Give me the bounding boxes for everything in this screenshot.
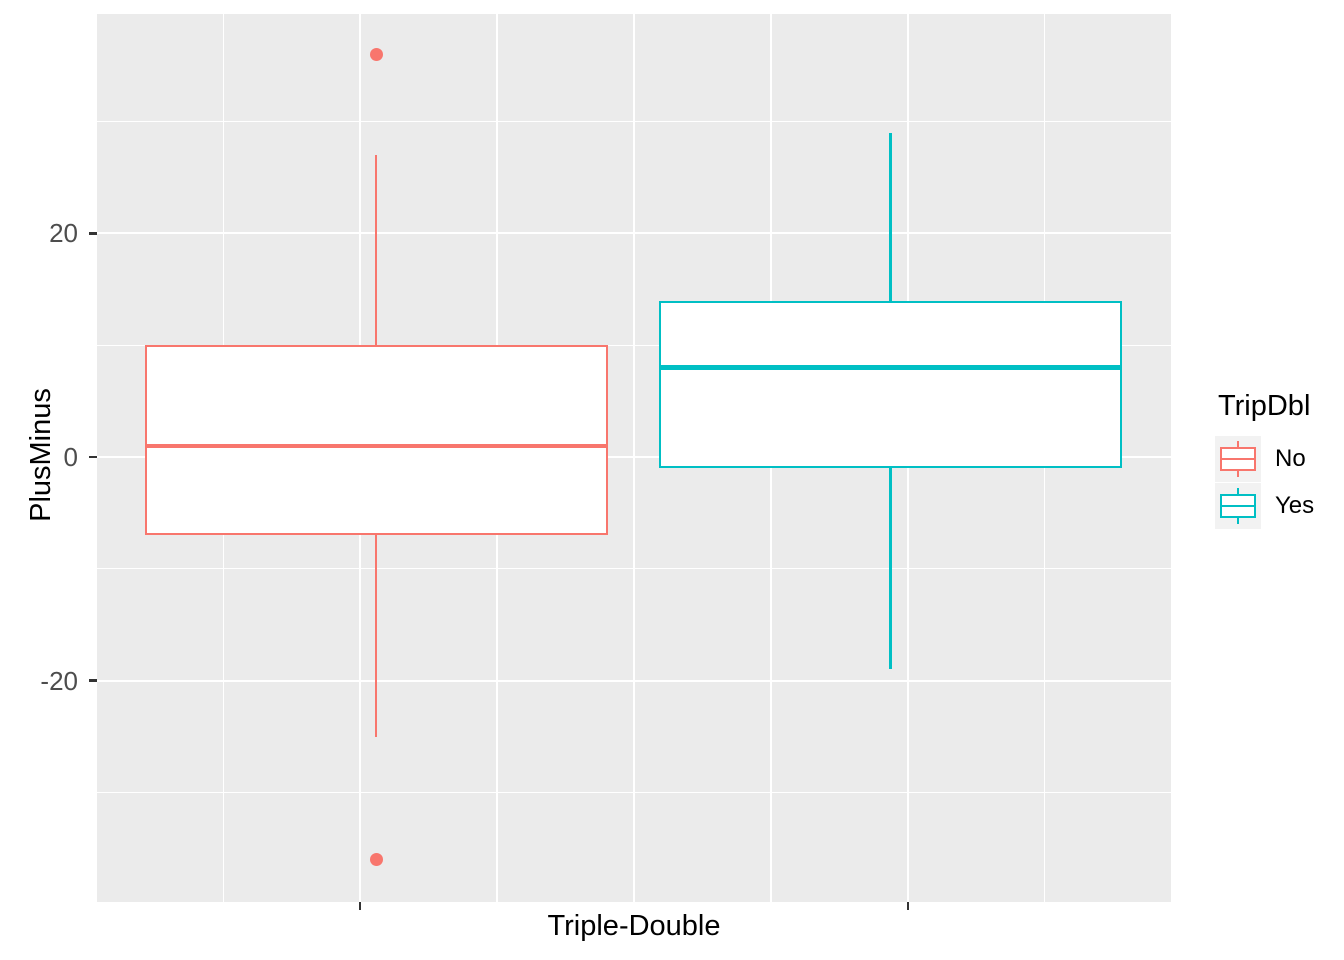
y-tick-label: 0 <box>63 442 78 473</box>
legend-label-no: No <box>1275 445 1306 472</box>
boxplot-box <box>144 345 608 536</box>
boxplot-lower-whisker <box>374 535 378 737</box>
legend-item-yes: Yes <box>1215 483 1314 529</box>
y-tick-mark <box>89 232 97 235</box>
gridline-x-minor <box>633 14 635 902</box>
boxplot-upper-whisker <box>889 132 892 301</box>
y-tick-mark <box>89 679 97 682</box>
plot-panel <box>97 14 1171 902</box>
legend: TripDbl No Yes <box>1215 390 1314 530</box>
legend-item-no: No <box>1215 436 1314 482</box>
outlier-point <box>369 48 383 62</box>
boxplot-median-line <box>144 443 608 449</box>
legend-key-no <box>1215 436 1261 482</box>
boxplot-glyph-icon <box>1220 504 1256 507</box>
y-tick-label: 20 <box>49 218 78 249</box>
boxplot-glyph-icon <box>1220 457 1256 460</box>
outlier-point <box>369 853 383 867</box>
boxplot-box <box>659 300 1123 469</box>
legend-key-yes <box>1215 483 1261 529</box>
x-tick-mark <box>358 902 362 910</box>
x-tick-mark <box>906 902 910 910</box>
boxplot-lower-whisker <box>889 468 892 670</box>
y-tick-label: -20 <box>40 665 78 696</box>
legend-label-yes: Yes <box>1275 492 1315 519</box>
boxplot-upper-whisker <box>374 155 378 346</box>
y-tick-mark <box>89 455 97 459</box>
boxplot-median-line <box>659 365 1123 370</box>
x-axis-title: Triple-Double <box>547 910 721 942</box>
legend-title: TripDbl <box>1218 390 1311 422</box>
